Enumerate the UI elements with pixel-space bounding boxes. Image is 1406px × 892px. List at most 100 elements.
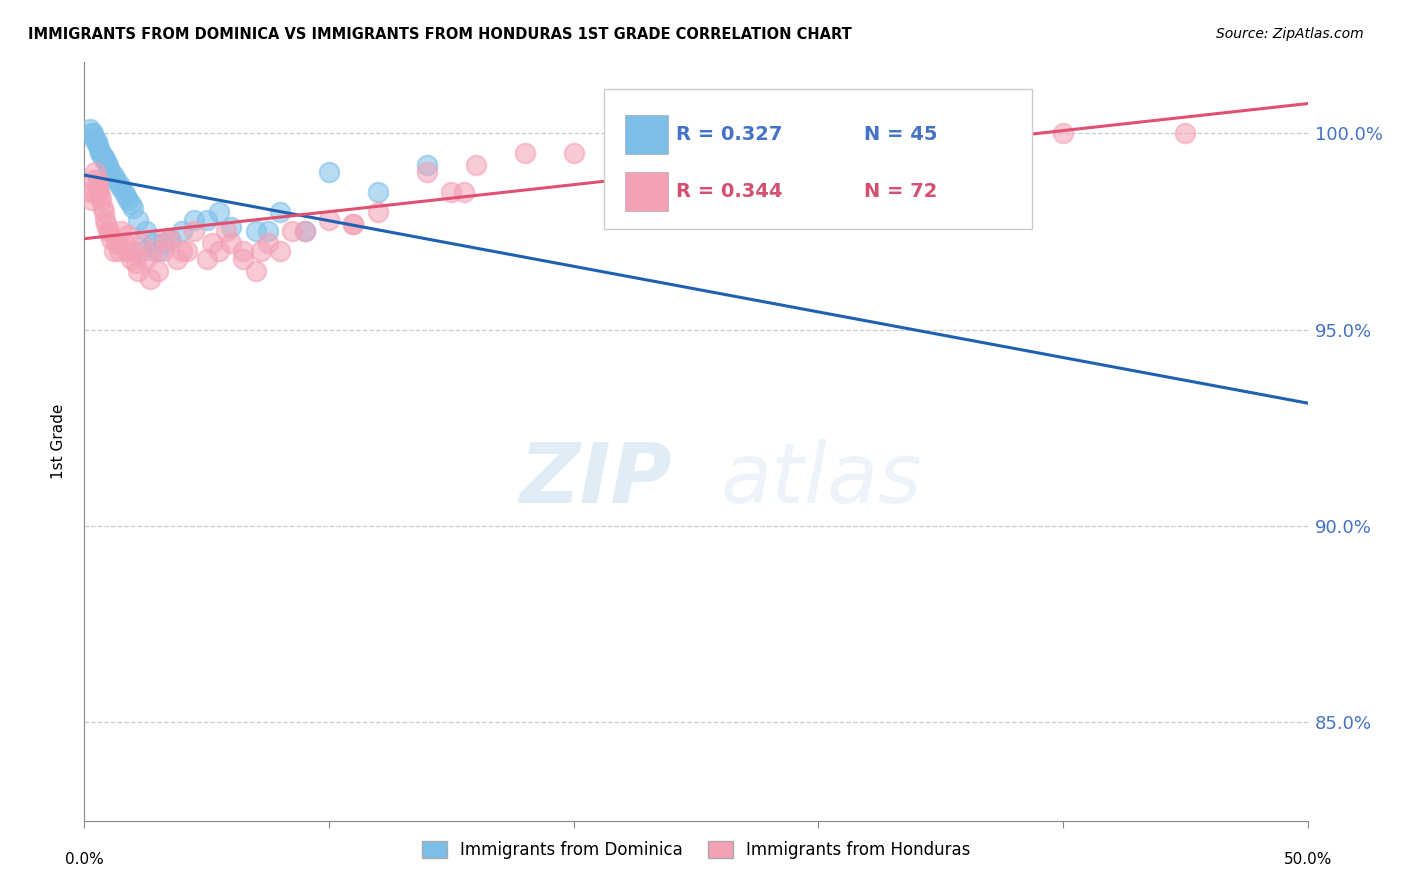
Point [1052,126,1074,140]
Point [84,165,107,179]
Point [89,145,111,160]
Text: ZIP: ZIP [519,439,672,520]
Point [152,244,174,258]
Point [80,126,103,140]
Point [232,244,254,258]
Point [219,220,242,235]
FancyBboxPatch shape [626,171,668,211]
Text: IMMIGRANTS FROM DOMINICA VS IMMIGRANTS FROM HONDURAS 1ST GRADE CORRELATION CHART: IMMIGRANTS FROM DOMINICA VS IMMIGRANTS F… [28,27,852,42]
Point [79,185,101,199]
Point [215,224,238,238]
Point [97,224,120,238]
Point [91,201,114,215]
Point [120,252,142,266]
Point [176,244,198,258]
Point [232,252,254,266]
FancyBboxPatch shape [626,115,668,154]
Point [82,126,104,140]
Point [90,193,112,207]
Point [245,224,267,238]
Point [200,236,222,251]
Point [96,217,118,231]
Point [342,217,364,231]
Text: N = 72: N = 72 [863,182,936,201]
Point [100,232,122,246]
Point [142,244,165,258]
Point [107,178,129,192]
Point [318,212,340,227]
Point [245,263,267,277]
Point [91,150,114,164]
Point [103,169,125,184]
Point [103,244,125,258]
Point [416,165,439,179]
Point [107,244,129,258]
Point [166,252,188,266]
Text: R = 0.344: R = 0.344 [676,182,783,201]
Point [87,181,110,195]
Point [120,197,142,211]
Y-axis label: 1st Grade: 1st Grade [51,404,66,479]
Point [135,224,157,238]
Point [89,189,111,203]
Point [139,271,162,285]
Text: R = 0.327: R = 0.327 [676,125,783,144]
Point [117,193,139,207]
Point [127,212,149,227]
Point [96,153,118,168]
Legend: Immigrants from Dominica, Immigrants from Honduras: Immigrants from Dominica, Immigrants fro… [415,834,977,865]
Point [146,244,169,258]
Point [562,145,585,160]
Point [929,126,952,140]
Point [112,236,135,251]
Point [86,178,108,192]
Point [125,256,148,270]
Point [94,153,117,168]
Point [208,204,231,219]
Point [80,193,103,207]
Point [758,145,780,160]
Point [219,236,242,251]
Point [87,137,110,152]
Point [159,232,181,246]
Point [249,244,271,258]
Point [87,185,110,199]
Point [122,244,145,258]
Point [97,158,120,172]
Point [367,204,389,219]
Point [807,134,830,148]
Text: atlas: atlas [720,439,922,520]
Point [318,165,340,179]
Text: N = 45: N = 45 [863,125,936,144]
Point [82,185,104,199]
Point [294,224,316,238]
Point [1174,126,1197,140]
Point [269,244,291,258]
Point [94,212,117,227]
Point [87,173,110,187]
Point [87,142,110,156]
Point [685,134,707,148]
Point [122,201,145,215]
Point [281,224,304,238]
Point [146,263,169,277]
Point [183,212,205,227]
Text: Source: ZipAtlas.com: Source: ZipAtlas.com [1216,27,1364,41]
Point [112,185,135,199]
Point [83,130,105,145]
Point [129,236,152,251]
Point [93,150,115,164]
Point [110,181,132,195]
Point [440,185,463,199]
Point [97,224,120,238]
Point [110,224,132,238]
Point [416,158,439,172]
Point [183,224,205,238]
Point [464,158,486,172]
Point [84,134,107,148]
Point [115,244,138,258]
Point [257,224,280,238]
Point [152,236,174,251]
Point [93,204,115,219]
Point [83,173,105,187]
